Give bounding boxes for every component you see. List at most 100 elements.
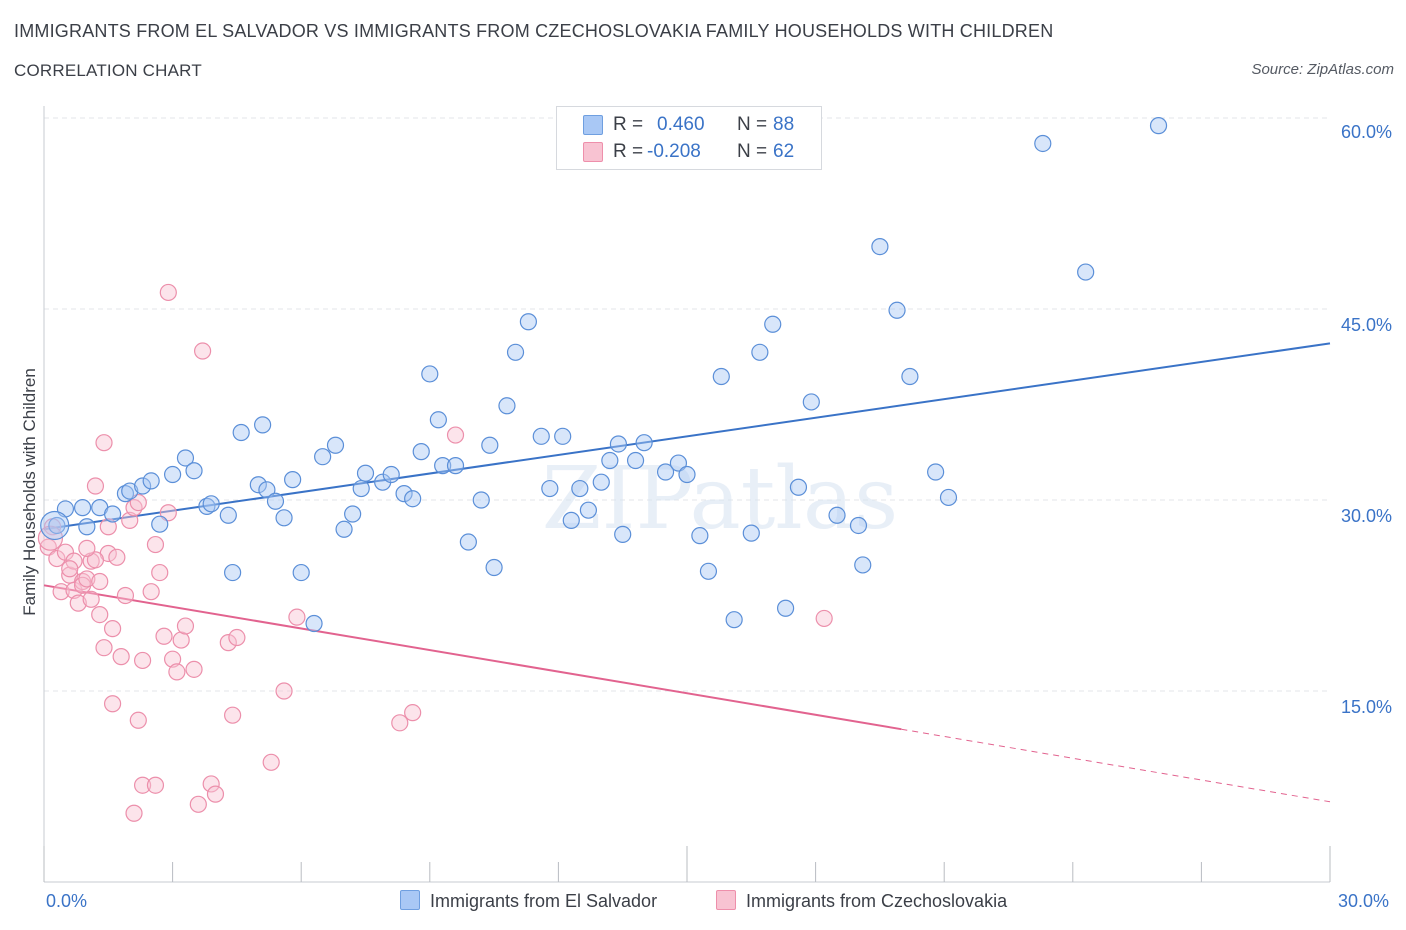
point-czechoslovakia — [224, 706, 242, 724]
trend-line-czechoslovakia — [43, 584, 902, 731]
point-czechoslovakia — [91, 605, 109, 624]
point-el-salvador — [592, 473, 610, 491]
point-el-salvador — [103, 505, 122, 523]
point-el-salvador — [446, 457, 465, 475]
chart-subtitle: CORRELATION CHART — [14, 61, 202, 80]
point-czechoslovakia — [78, 539, 96, 557]
point-czechoslovakia — [99, 518, 117, 536]
point-el-salvador — [344, 505, 362, 523]
point-el-salvador — [404, 490, 422, 508]
point-el-salvador — [284, 471, 302, 489]
chart-title: IMMIGRANTS FROM EL SALVADOR VS IMMIGRANT… — [14, 21, 1054, 41]
point-el-salvador — [609, 435, 628, 453]
series-el-salvador — [40, 117, 1168, 633]
y-tick-30: 30.0% — [1340, 506, 1392, 526]
point-el-salvador — [656, 463, 675, 481]
point-el-salvador — [828, 506, 846, 524]
legend-label: Immigrants from Czechoslovakia — [746, 891, 1008, 911]
point-czechoslovakia — [159, 283, 177, 302]
point-el-salvador — [48, 516, 66, 535]
point-czechoslovakia — [228, 628, 246, 647]
point-czechoslovakia — [103, 695, 122, 713]
point-czechoslovakia — [86, 477, 105, 495]
point-czechoslovakia — [129, 711, 147, 729]
point-czechoslovakia — [69, 594, 87, 612]
point-el-salvador — [421, 365, 439, 383]
point-czechoslovakia — [446, 426, 465, 444]
point-el-salvador — [725, 611, 743, 629]
point-el-salvador — [292, 563, 310, 582]
point-czechoslovakia — [125, 804, 143, 822]
point-el-salvador — [571, 479, 589, 498]
point-el-salvador — [626, 451, 645, 470]
axes — [43, 106, 1331, 883]
point-czechoslovakia — [155, 627, 173, 645]
point-el-salvador — [742, 524, 760, 542]
point-el-salvador — [481, 436, 499, 454]
legend-n-value: 88 — [773, 114, 795, 135]
point-czechoslovakia — [172, 631, 190, 649]
point-czechoslovakia — [91, 572, 109, 591]
legend-swatch-blue — [400, 890, 420, 910]
point-el-salvador — [73, 499, 92, 517]
point-el-salvador — [78, 518, 96, 536]
point-czechoslovakia — [112, 648, 130, 666]
point-czechoslovakia — [142, 583, 160, 601]
point-czechoslovakia — [121, 511, 139, 529]
legend-n-label: N = — [737, 141, 768, 162]
point-el-salvador — [335, 520, 353, 538]
point-czechoslovakia — [48, 549, 66, 568]
point-el-salvador — [472, 491, 490, 509]
point-czechoslovakia — [56, 543, 75, 561]
point-czechoslovakia — [275, 682, 293, 700]
point-czechoslovakia — [95, 639, 113, 657]
point-el-salvador — [562, 511, 580, 529]
point-el-salvador — [185, 462, 203, 480]
point-czechoslovakia — [202, 775, 220, 793]
gridlines — [44, 117, 1330, 692]
point-el-salvador — [202, 495, 220, 513]
point-el-salvador — [434, 457, 452, 475]
point-el-salvador — [133, 477, 152, 495]
correlation-legend: R = 0.460 N = 88 R = -0.208 N = 62 — [556, 106, 822, 170]
point-el-salvador — [712, 367, 730, 386]
point-czechoslovakia — [37, 525, 64, 551]
point-el-salvador — [888, 301, 906, 319]
point-czechoslovakia — [52, 583, 70, 601]
point-el-salvador — [395, 485, 413, 503]
legend-r-value: -0.208 — [647, 141, 701, 162]
legend-r-label: R = — [613, 114, 644, 135]
point-czechoslovakia — [61, 560, 79, 578]
point-czechoslovakia — [82, 590, 100, 608]
point-el-salvador — [532, 427, 550, 445]
source-label: Source: ZipAtlas.com — [1251, 61, 1394, 78]
point-el-salvador — [254, 416, 272, 434]
point-el-salvador — [506, 343, 525, 361]
point-el-salvador — [219, 506, 237, 524]
point-el-salvador — [789, 478, 808, 496]
trend-lines — [43, 342, 1331, 803]
point-el-salvador — [326, 436, 345, 454]
point-el-salvador — [601, 451, 619, 470]
point-czechoslovakia — [206, 785, 225, 803]
point-el-salvador — [669, 454, 688, 472]
point-czechoslovakia — [103, 620, 122, 638]
legend-r-label: R = — [613, 141, 644, 162]
point-el-salvador — [854, 556, 872, 574]
point-el-salvador — [635, 434, 653, 452]
point-czechoslovakia — [194, 342, 212, 360]
point-el-salvador — [579, 501, 598, 519]
point-el-salvador — [871, 238, 889, 256]
x-tick-max: 30.0% — [1338, 891, 1390, 911]
legend-n-label: N = — [737, 114, 768, 135]
trend-line-czechoslovakia-extension — [901, 728, 1331, 803]
point-el-salvador — [356, 464, 375, 482]
point-czechoslovakia — [95, 434, 113, 452]
legend-item-czechoslovakia: Immigrants from Czechoslovakia — [716, 890, 1007, 912]
point-czechoslovakia — [151, 563, 169, 582]
point-czechoslovakia — [262, 753, 280, 771]
point-czechoslovakia — [404, 704, 422, 722]
trend-line-el-salvador — [43, 342, 1331, 531]
point-el-salvador — [151, 515, 169, 533]
